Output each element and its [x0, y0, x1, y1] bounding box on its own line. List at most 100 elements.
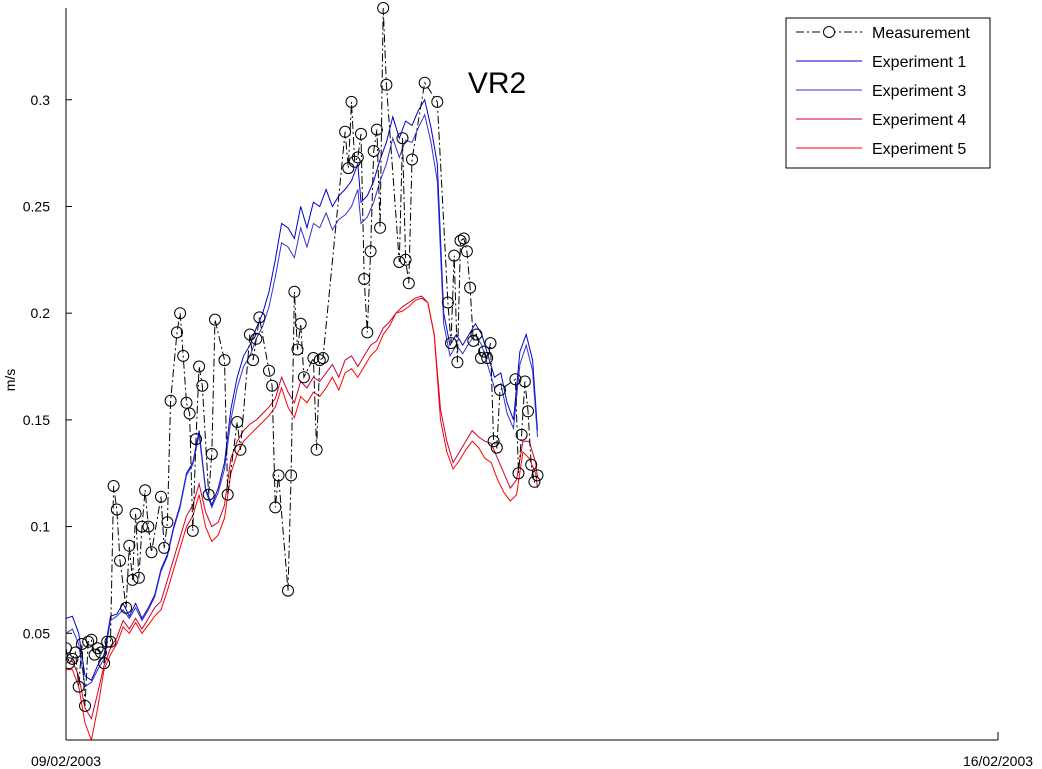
data-point — [377, 2, 390, 14]
data-point — [291, 343, 304, 356]
data-point — [448, 249, 461, 262]
data-point — [441, 296, 454, 309]
legend-box — [785, 17, 991, 169]
data-point — [348, 155, 361, 168]
series-line-experiment-4 — [66, 295, 538, 721]
y-tick-label: 0.25 — [23, 198, 50, 214]
data-point — [316, 352, 329, 364]
data-point — [266, 379, 279, 392]
data-point — [288, 285, 301, 298]
data-point — [186, 524, 199, 537]
data-point — [107, 480, 120, 492]
data-point — [171, 326, 183, 339]
legend-label: Experiment 5 — [872, 141, 966, 158]
data-point — [464, 281, 477, 294]
data-point — [470, 328, 483, 341]
data-point — [518, 375, 531, 388]
data-point — [85, 633, 98, 646]
data-point — [402, 277, 415, 290]
data-point — [351, 151, 364, 164]
data-point — [88, 648, 101, 661]
data-point — [231, 416, 244, 428]
data-point — [91, 642, 104, 655]
data-point — [445, 337, 457, 350]
data-point — [126, 573, 139, 586]
data-point — [101, 635, 114, 648]
data-point — [361, 326, 374, 339]
data-point — [190, 433, 202, 446]
series-experiment-3 — [66, 113, 538, 688]
data-point — [380, 78, 393, 91]
data-point — [269, 501, 282, 514]
data-point — [515, 428, 528, 441]
data-point — [364, 245, 377, 258]
data-point — [193, 360, 206, 373]
data-point — [155, 490, 167, 503]
x-ticks: 09/02/2003 16/02/2003 — [31, 732, 1033, 769]
data-point — [512, 467, 525, 480]
data-point — [129, 507, 142, 520]
data-point — [120, 601, 133, 614]
data-point — [339, 125, 352, 138]
series-experiment-5 — [66, 297, 538, 741]
data-point — [82, 635, 95, 648]
legend-label: Experiment 1 — [872, 54, 966, 71]
data-point — [104, 635, 117, 648]
data-point — [132, 571, 145, 584]
data-point — [396, 132, 409, 145]
chart-title: VR2 — [468, 67, 526, 100]
data-point — [399, 253, 412, 266]
data-point — [297, 371, 310, 384]
data-point — [478, 345, 491, 358]
y-tick-label: 0.3 — [31, 92, 51, 108]
data-point — [272, 469, 285, 482]
data-point — [142, 520, 155, 533]
data-point — [531, 469, 544, 482]
data-point — [221, 488, 234, 501]
data-point — [94, 646, 107, 659]
data-point — [72, 680, 85, 693]
data-point — [114, 554, 126, 567]
data-point — [202, 488, 215, 501]
legend-label: Experiment 4 — [872, 112, 966, 129]
data-point — [282, 584, 294, 597]
data-point — [467, 334, 480, 347]
legend-marker — [823, 26, 835, 38]
data-point — [307, 352, 320, 364]
data-point — [234, 443, 247, 456]
data-point — [174, 307, 187, 320]
data-point — [358, 273, 371, 285]
data-point — [475, 352, 487, 364]
legend-item-experiment-1: Experiment 1 — [796, 54, 966, 71]
data-point — [253, 311, 266, 324]
data-point — [431, 95, 444, 108]
series-experiment-4 — [66, 295, 538, 721]
data-point — [69, 646, 82, 659]
series-line-experiment-1 — [66, 98, 538, 681]
legend-item-experiment-3: Experiment 3 — [796, 83, 966, 100]
data-point — [370, 123, 383, 136]
data-point — [209, 313, 221, 326]
series-experiment-1 — [66, 98, 538, 681]
legend: Measurement Experiment 1 Experiment 3 Exper… — [785, 17, 991, 169]
data-point — [457, 232, 470, 245]
data-point — [367, 145, 380, 157]
data-point — [247, 354, 260, 367]
data-point — [123, 539, 136, 552]
series-line-experiment-3 — [66, 113, 538, 688]
data-point — [110, 503, 123, 516]
data-point — [218, 354, 231, 367]
data-point — [66, 652, 79, 665]
data-point — [487, 435, 500, 448]
series-layer — [66, 2, 544, 741]
data-point — [180, 396, 193, 409]
data-point — [158, 541, 171, 554]
data-point — [418, 76, 431, 89]
data-point — [205, 448, 218, 460]
data-point — [145, 546, 158, 559]
data-point — [528, 475, 541, 488]
x-tick-label: 09/02/2003 — [31, 753, 101, 769]
x-tick-label: 16/02/2003 — [963, 753, 1033, 769]
data-point — [481, 352, 494, 364]
data-point — [484, 337, 497, 350]
